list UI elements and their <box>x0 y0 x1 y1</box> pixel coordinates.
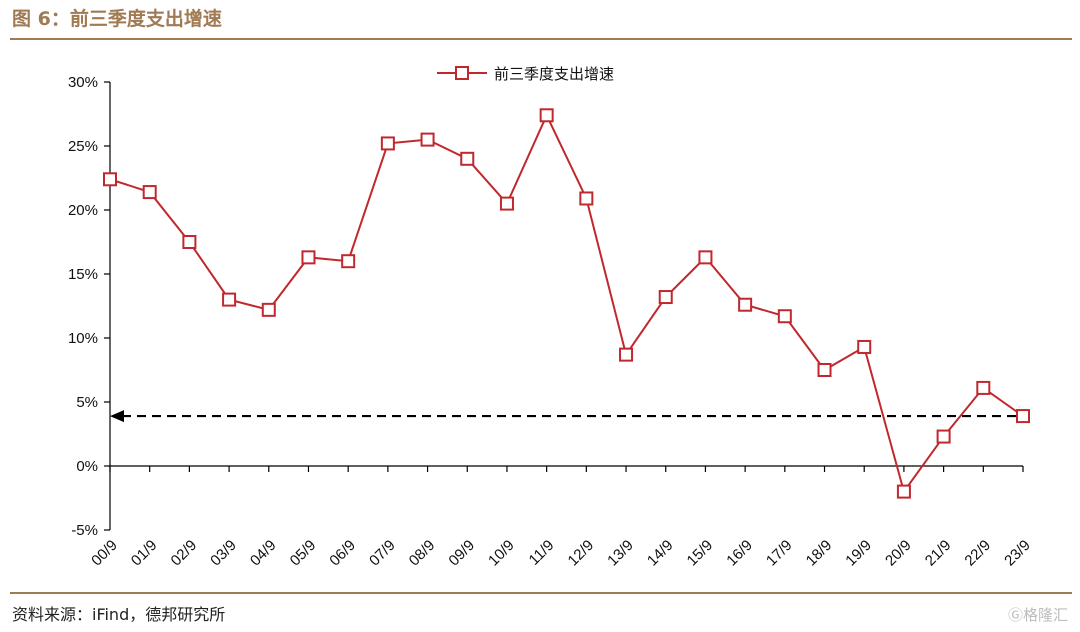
data-point-marker <box>738 297 753 312</box>
x-tick-label: 15/9 <box>684 537 717 570</box>
y-tick-label: 0% <box>76 458 98 475</box>
line-chart: 00/9 01/9 02/9 03/9 04/9 05/9 06/9 07/9 08/9 09/9… <box>68 65 1034 570</box>
reference-line <box>110 410 1025 423</box>
y-tick-label: 15% <box>68 266 98 283</box>
data-point-marker <box>976 380 991 395</box>
x-tick-label: 04/9 <box>247 537 280 570</box>
watermark: Ⓖ格隆汇 <box>1007 606 1068 624</box>
data-point-marker <box>341 254 356 269</box>
x-tick-label: 11/9 <box>526 537 558 569</box>
x-tick-label: 18/9 <box>803 537 836 570</box>
series-line <box>109 112 1024 494</box>
data-point-marker <box>817 363 832 377</box>
data-point-marker <box>777 309 792 324</box>
data-point-marker <box>460 151 475 166</box>
x-tick-label: 03/9 <box>207 537 240 570</box>
series-group <box>103 108 1030 499</box>
data-point-marker <box>499 196 514 211</box>
x-tick-label: 20/9 <box>882 537 915 570</box>
x-tick-label: 09/9 <box>445 537 478 570</box>
data-point-marker <box>579 191 594 206</box>
data-point-marker <box>1016 409 1030 424</box>
x-tick-label: 21/9 <box>922 537 955 570</box>
reference-arrow-head <box>110 410 124 423</box>
data-point-marker <box>301 250 316 265</box>
y-tick-labels: -5% 0% 5% 10% 15% 20% 25% 30% <box>68 74 98 539</box>
axes <box>104 81 1024 531</box>
x-tick-label: 00/9 <box>88 537 121 570</box>
x-tick-label: 05/9 <box>287 537 320 570</box>
x-tick-label: 01/9 <box>128 537 161 570</box>
data-point-marker <box>182 235 197 249</box>
data-point-marker <box>857 339 872 354</box>
y-tick-label: 30% <box>68 74 98 91</box>
top-rule <box>10 38 1072 40</box>
x-tick-label: 16/9 <box>723 537 756 570</box>
x-tick-label: 13/9 <box>604 537 637 570</box>
data-point-marker <box>539 108 554 123</box>
y-tick-label: 20% <box>68 202 98 219</box>
y-tick-label: 10% <box>68 330 98 347</box>
data-point-marker <box>619 347 634 362</box>
bottom-rule <box>10 592 1072 594</box>
x-tick-label: 14/9 <box>644 537 677 570</box>
x-tick-labels: 00/9 01/9 02/9 03/9 04/9 05/9 06/9 07/9 08/9 09/9… <box>88 537 1034 570</box>
figure-title: 图 6：前三季度支出增速 <box>12 8 222 30</box>
x-tick-label: 23/9 <box>1001 537 1034 570</box>
y-tick-label: 5% <box>76 394 98 411</box>
y-tick-label: 25% <box>68 138 98 155</box>
x-tick-label: 17/9 <box>763 537 796 570</box>
data-point-marker <box>896 484 911 499</box>
y-tick-label: -5% <box>71 522 98 539</box>
legend-marker-sample <box>455 66 469 80</box>
data-point-marker <box>698 250 713 265</box>
x-tick-label: 07/9 <box>366 537 399 570</box>
x-tick-label: 22/9 <box>961 537 994 570</box>
source-note: 资料来源：iFind，德邦研究所 <box>12 605 226 624</box>
x-tick-label: 02/9 <box>168 537 201 570</box>
data-point-marker <box>222 292 237 307</box>
data-point-marker <box>420 132 435 147</box>
data-point-marker <box>261 302 276 317</box>
legend: 前三季度支出增速 <box>437 65 614 83</box>
x-tick-label: 08/9 <box>406 537 439 570</box>
legend-label: 前三季度支出增速 <box>494 65 614 83</box>
x-tick-label: 10/9 <box>485 537 518 570</box>
data-point-marker <box>380 136 395 151</box>
data-point-marker <box>103 172 117 187</box>
data-point-marker <box>658 290 673 305</box>
x-tick-label: 19/9 <box>842 537 875 570</box>
x-tick-label: 12/9 <box>565 537 598 570</box>
x-tick-label: 06/9 <box>326 537 359 570</box>
data-point-marker <box>936 429 951 444</box>
data-point-marker <box>142 185 157 200</box>
